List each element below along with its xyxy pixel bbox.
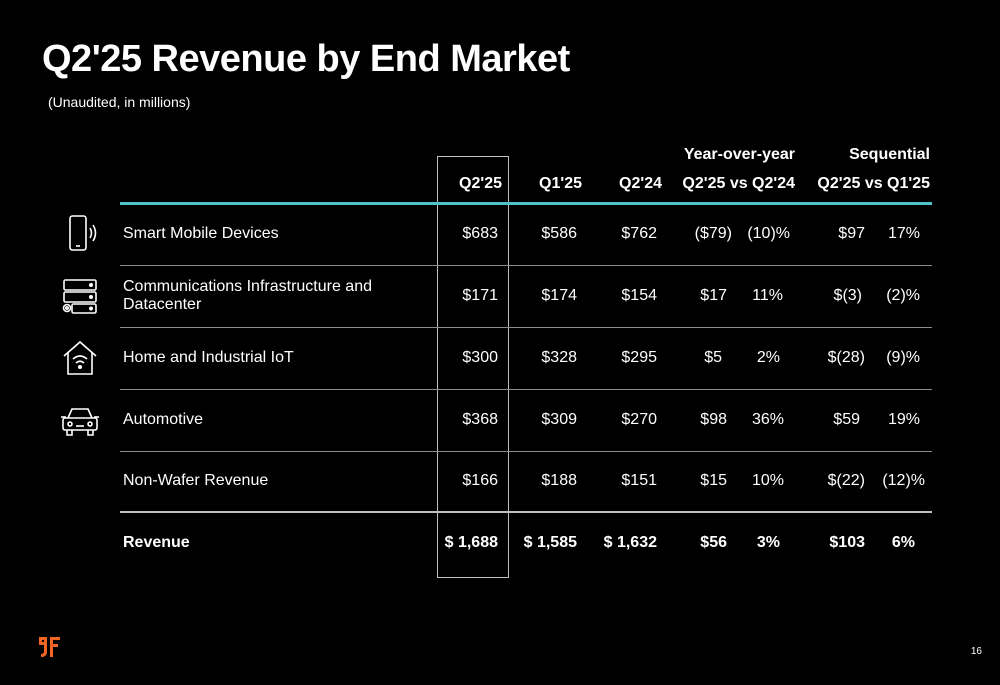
row-divider — [120, 265, 932, 266]
cell-q2-24: $154 — [621, 287, 657, 304]
row-label: Automotive — [123, 411, 204, 428]
cell-yoy-pct: 11% — [752, 287, 783, 304]
cell-q2-25: $368 — [462, 411, 498, 428]
cell-seq-pct: (12)% — [882, 472, 925, 489]
page-number: 16 — [970, 646, 982, 657]
cell-q2-25: $166 — [462, 472, 498, 489]
group-header-yoy: Year-over-year — [683, 146, 795, 163]
column-header-q2-24: Q2'24 — [619, 175, 662, 192]
cell-q1-25: $309 — [541, 411, 577, 428]
group-header-sequential: Sequential — [849, 146, 930, 163]
column-header-seq: Q2'25 vs Q1'25 — [817, 175, 930, 192]
cell-yoy-pct: 10% — [751, 472, 784, 489]
cell-yoy-abs: $15 — [700, 472, 727, 489]
cell-q2-24: $151 — [621, 472, 657, 489]
cell-yoy-abs: $56 — [700, 534, 727, 551]
column-header-q1-25: Q1'25 — [539, 175, 582, 192]
row-label: Non-Wafer Revenue — [123, 472, 269, 489]
highlight-column-box — [437, 156, 509, 578]
cell-q2-24: $270 — [621, 411, 657, 428]
cell-seq-pct: (2)% — [886, 287, 920, 304]
cell-yoy-abs: $98 — [700, 411, 727, 428]
home-wifi-icon — [58, 336, 102, 380]
cell-yoy-abs: ($79) — [694, 225, 732, 242]
cell-q1-25: $586 — [541, 225, 577, 242]
total-divider — [120, 511, 932, 513]
row-divider — [120, 327, 932, 328]
row-label: Smart Mobile Devices — [123, 225, 279, 242]
cell-q2-24: $295 — [621, 349, 657, 366]
cell-seq-pct: (9)% — [886, 349, 920, 366]
cell-yoy-abs: $5 — [704, 349, 722, 366]
cell-yoy-pct: (10)% — [747, 225, 790, 242]
cell-yoy-pct: 36% — [751, 411, 784, 428]
column-header-yoy: Q2'25 vs Q2'24 — [682, 175, 795, 192]
cell-seq-abs: $(28) — [827, 349, 865, 366]
column-header-q2-25: Q2'25 — [459, 175, 502, 192]
cell-seq-pct: 19% — [887, 411, 920, 428]
row-label: Revenue — [123, 534, 190, 551]
row-label-line1: Communications Infrastructure and — [123, 278, 372, 295]
cell-yoy-pct: 2% — [756, 349, 780, 366]
row-label-line2: Datacenter — [123, 296, 202, 313]
cell-seq-pct: 6% — [891, 534, 915, 551]
cell-q2-24: $ 1,632 — [603, 534, 657, 551]
row-divider — [120, 451, 932, 452]
row-label: Home and Industrial IoT — [123, 349, 294, 366]
cell-q1-25: $ 1,585 — [523, 534, 577, 551]
server-gear-icon — [58, 274, 102, 318]
cell-q2-25: $300 — [462, 349, 498, 366]
cell-q1-25: $174 — [541, 287, 577, 304]
cell-q2-24: $762 — [621, 225, 657, 242]
cell-q1-25: $188 — [541, 472, 577, 489]
cell-seq-abs: $97 — [838, 225, 865, 242]
cell-q2-25: $683 — [462, 225, 498, 242]
cell-seq-abs: $(3) — [833, 287, 862, 304]
cell-seq-pct: 17% — [887, 225, 920, 242]
cell-q2-25: $ 1,688 — [444, 534, 498, 551]
cell-yoy-pct: 3% — [756, 534, 780, 551]
cell-seq-abs: $103 — [829, 534, 865, 551]
cell-seq-abs: $59 — [833, 411, 860, 428]
company-logo-icon — [36, 632, 64, 660]
cell-q2-25: $171 — [462, 287, 498, 304]
cell-yoy-abs: $17 — [700, 287, 727, 304]
cell-seq-abs: $(22) — [827, 472, 865, 489]
car-icon — [58, 398, 102, 442]
row-divider — [120, 389, 932, 390]
page-subtitle: (Unaudited, in millions) — [48, 94, 191, 110]
smartphone-icon — [58, 212, 102, 256]
cell-q1-25: $328 — [541, 349, 577, 366]
header-accent-line — [120, 202, 932, 205]
page-title: Q2'25 Revenue by End Market — [42, 38, 570, 80]
